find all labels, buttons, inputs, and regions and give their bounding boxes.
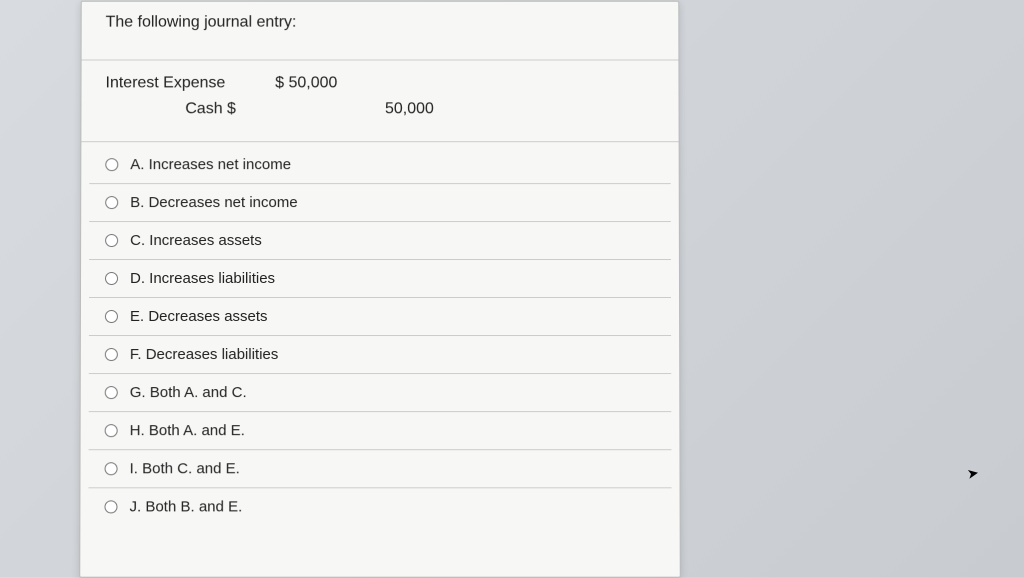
option-label: A. Increases net income	[130, 156, 291, 173]
journal-row: Cash $ 50,000	[105, 96, 654, 122]
option-f[interactable]: F. Decreases liabilities	[89, 336, 671, 374]
option-label: G. Both A. and C.	[130, 384, 247, 401]
option-label: H. Both A. and E.	[130, 422, 245, 439]
option-d[interactable]: D. Increases liabilities	[89, 260, 671, 298]
option-label: B. Decreases net income	[130, 194, 297, 211]
radio-icon	[105, 386, 118, 399]
je-credit	[385, 70, 495, 95]
option-i[interactable]: I. Both C. and E.	[88, 450, 671, 488]
radio-icon	[105, 310, 118, 323]
option-g[interactable]: G. Both A. and C.	[89, 374, 672, 412]
quiz-card: The following journal entry: Interest Ex…	[79, 1, 681, 578]
option-e[interactable]: E. Decreases assets	[89, 298, 671, 336]
cursor-icon: ➤	[966, 464, 981, 483]
radio-icon	[105, 462, 118, 475]
radio-icon	[105, 196, 118, 209]
radio-icon	[105, 424, 118, 437]
journal-row: Interest Expense $ 50,000	[105, 70, 654, 95]
option-label: E. Decreases assets	[130, 308, 268, 325]
radio-icon	[105, 158, 118, 171]
option-j[interactable]: J. Both B. and E.	[88, 489, 671, 526]
je-debit	[275, 96, 385, 122]
option-b[interactable]: B. Decreases net income	[89, 184, 671, 222]
je-account: Interest Expense	[105, 70, 275, 95]
option-label: F. Decreases liabilities	[130, 346, 279, 363]
option-a[interactable]: A. Increases net income	[89, 146, 670, 184]
je-account: Cash $	[105, 96, 275, 122]
journal-entry: Interest Expense $ 50,000 Cash $ 50,000	[81, 59, 678, 142]
radio-icon	[105, 234, 118, 247]
je-debit: $ 50,000	[275, 70, 385, 95]
radio-icon	[105, 348, 118, 361]
stem-text: The following journal entry:	[106, 14, 297, 31]
question-stem: The following journal entry:	[82, 2, 679, 60]
option-label: I. Both C. and E.	[130, 460, 240, 477]
options-list: A. Increases net income B. Decreases net…	[80, 142, 679, 529]
option-h[interactable]: H. Both A. and E.	[89, 412, 672, 450]
option-label: J. Both B. and E.	[130, 499, 243, 516]
option-label: C. Increases assets	[130, 232, 262, 249]
option-label: D. Increases liabilities	[130, 270, 275, 287]
radio-icon	[105, 272, 118, 285]
option-c[interactable]: C. Increases assets	[89, 222, 671, 260]
je-credit: 50,000	[385, 96, 495, 122]
radio-icon	[104, 501, 117, 514]
